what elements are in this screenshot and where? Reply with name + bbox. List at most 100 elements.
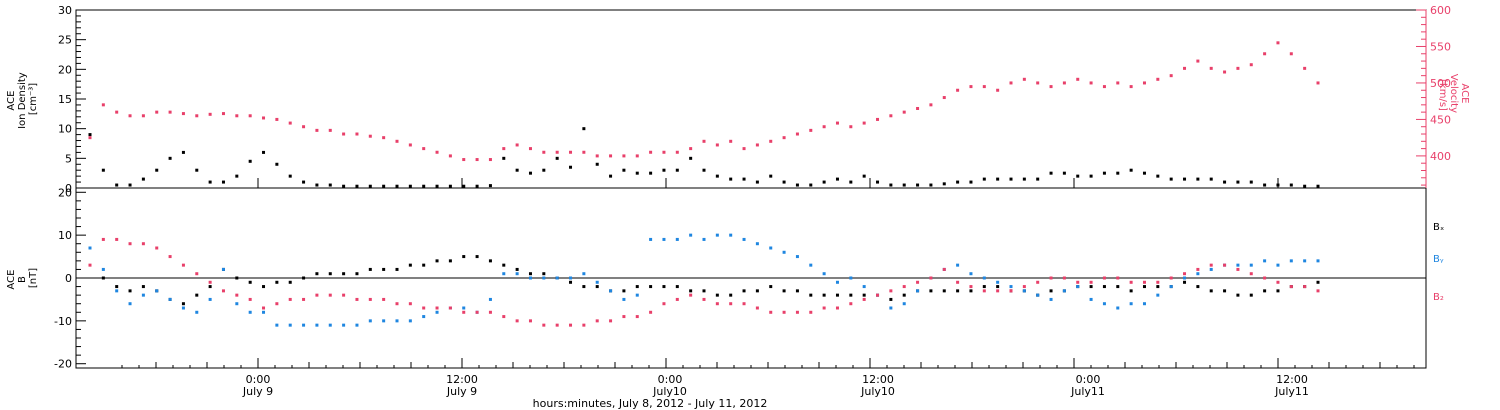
bz-point: [1102, 276, 1106, 280]
velocity-point: [1129, 85, 1133, 89]
bz-point: [916, 280, 920, 284]
date-tick-label: July11: [1274, 385, 1309, 398]
by-point: [262, 310, 266, 314]
by-point: [342, 323, 346, 327]
density-point: [141, 177, 145, 181]
velocity-point: [235, 114, 239, 118]
density-tick-label: 20: [58, 63, 72, 76]
velocity-point: [515, 143, 519, 147]
density-point: [1249, 180, 1253, 184]
by-point: [1076, 285, 1080, 289]
density-point: [288, 174, 292, 178]
velocity-point: [609, 154, 613, 158]
bz-point: [755, 306, 759, 310]
by-point: [996, 280, 1000, 284]
bx-point: [435, 259, 439, 263]
bz-point: [1183, 272, 1187, 276]
by-point: [101, 267, 105, 271]
density-point: [275, 162, 279, 166]
density-point: [155, 168, 159, 172]
bz-point: [342, 293, 346, 297]
bx-point: [649, 285, 653, 289]
density-point: [475, 184, 479, 188]
velocity-point: [795, 132, 799, 136]
by-point: [969, 272, 973, 276]
bx-point: [382, 267, 386, 271]
by-point: [1156, 293, 1160, 297]
field-tick-label: 0: [65, 272, 72, 285]
by-point: [1102, 302, 1106, 306]
by-point: [1263, 259, 1267, 263]
velocity-point: [181, 112, 185, 116]
density-point: [528, 171, 532, 175]
bx-point: [448, 259, 452, 263]
density-point: [595, 162, 599, 166]
velocity-point: [1049, 85, 1053, 89]
velocity-point: [662, 150, 666, 154]
by-point: [1089, 297, 1093, 301]
density-point: [1116, 171, 1120, 175]
velocity-point: [1076, 77, 1080, 81]
bz-point: [1142, 280, 1146, 284]
bx-point: [422, 263, 426, 267]
by-point: [1196, 272, 1200, 276]
density-point: [1022, 177, 1026, 181]
velocity-point: [675, 150, 679, 154]
velocity-point: [1089, 81, 1093, 85]
density-point: [916, 183, 920, 187]
bz-point: [1316, 289, 1320, 293]
velocity-point: [902, 110, 906, 114]
density-point: [809, 183, 813, 187]
density-point: [729, 177, 733, 181]
bz-point: [662, 302, 666, 306]
bx-point: [528, 272, 532, 276]
bx-point: [1263, 289, 1267, 293]
velocity-point: [555, 150, 559, 154]
velocity-point: [1022, 77, 1026, 81]
time-tick-label: 0:00: [246, 373, 271, 386]
time-tick-label: 12:00: [862, 373, 894, 386]
bz-point: [582, 323, 586, 327]
bz-point: [462, 310, 466, 314]
by-point: [609, 289, 613, 293]
density-point: [302, 180, 306, 184]
bz-point: [368, 297, 372, 301]
density-point: [208, 180, 212, 184]
velocity-point: [342, 132, 346, 136]
bz-point: [889, 289, 893, 293]
by-point: [1036, 293, 1040, 297]
bx-point: [1142, 285, 1146, 289]
bz-point: [528, 319, 532, 323]
velocity-point: [382, 136, 386, 140]
bz-point: [809, 310, 813, 314]
date-tick-label: July10: [652, 385, 687, 398]
by-point: [1289, 259, 1293, 263]
bz-point: [101, 237, 105, 241]
density-point: [1036, 177, 1040, 181]
bz-point: [1169, 276, 1173, 280]
bz-point: [315, 293, 319, 297]
density-point: [822, 180, 826, 184]
velocity-point: [1263, 52, 1267, 56]
by-point: [382, 319, 386, 323]
field-tick-label: 20: [58, 186, 72, 199]
bx-point: [302, 276, 306, 280]
plasma-panel-frame: [75, 9, 1427, 189]
density-point: [1209, 177, 1213, 181]
bx-point: [288, 280, 292, 284]
by-point: [128, 302, 132, 306]
density-point: [622, 168, 626, 172]
bx-point: [515, 267, 519, 271]
date-tick-label: July 9: [446, 385, 477, 398]
velocity-point: [488, 158, 492, 162]
velocity-point: [395, 139, 399, 143]
density-point: [488, 184, 492, 188]
density-point: [982, 177, 986, 181]
density-point: [969, 180, 973, 184]
velocity-point: [649, 150, 653, 154]
bz-point: [542, 323, 546, 327]
by-point: [1183, 276, 1187, 280]
density-point: [555, 156, 559, 160]
bx-point: [1209, 289, 1213, 293]
bx-point: [408, 263, 412, 267]
